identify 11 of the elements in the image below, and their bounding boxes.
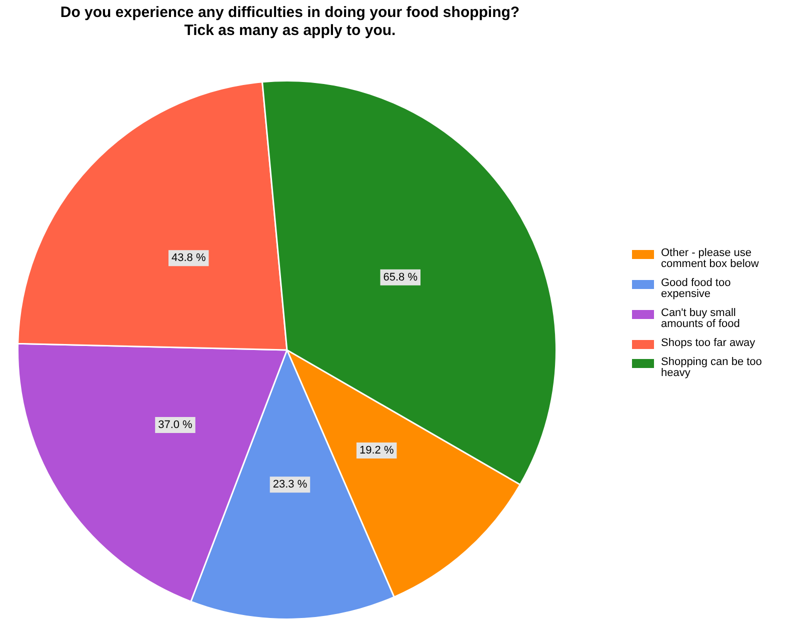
legend-label: Shopping can be too heavy [661, 356, 763, 379]
data-label: 19.2 % [359, 444, 394, 457]
legend-label: Shops too far away [661, 337, 756, 349]
data-label: 43.8 % [171, 252, 206, 264]
legend-label: Good food too expensive [661, 277, 732, 300]
data-label: 37.0 % [158, 419, 193, 432]
data-label: 23.3 % [272, 478, 308, 491]
data-label: 65.8 % [383, 271, 418, 284]
legend-label: Can't buy small amounts of food [661, 307, 741, 330]
chart-title: Do you experience any difficulties in doing your food shopping? Tick as many as apply to you. [59, 4, 521, 40]
legend-label: Other - please use comment box below [661, 247, 760, 270]
